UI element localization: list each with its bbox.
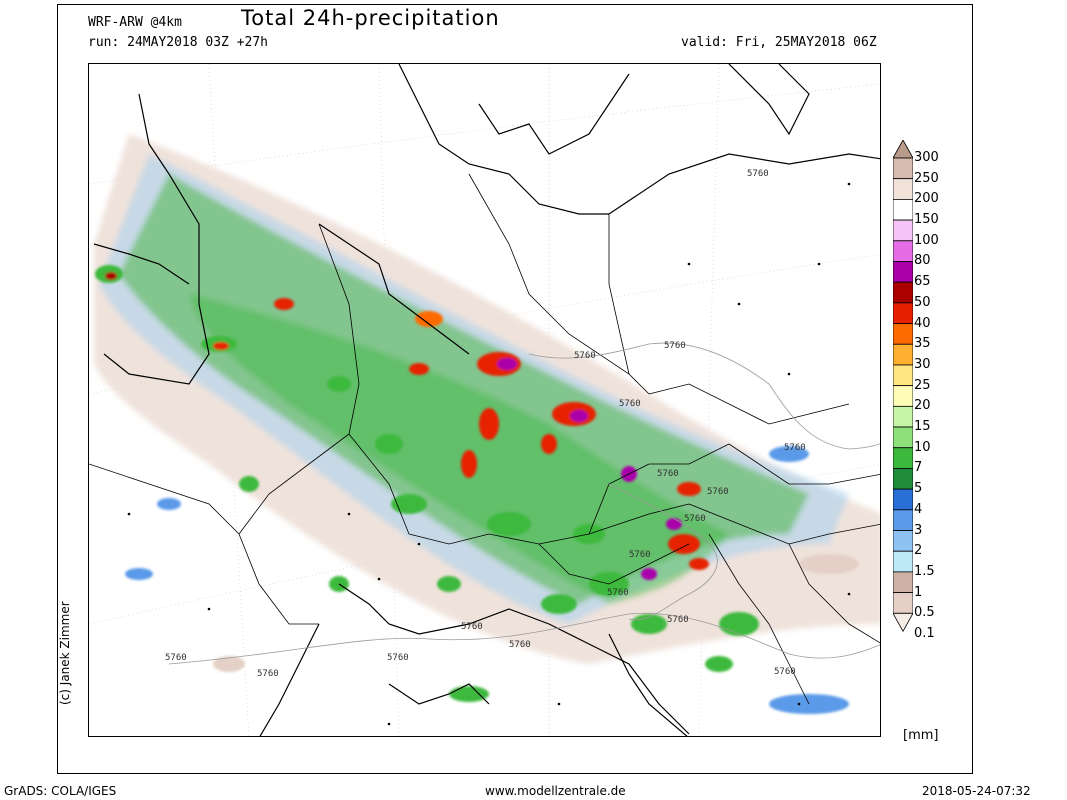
legend-swatch xyxy=(893,385,913,407)
contour-label: 5760 xyxy=(657,469,679,479)
footer-left: GrADS: COLA/IGES xyxy=(4,784,117,798)
contour-label: 5760 xyxy=(509,640,531,650)
legend-colorbar xyxy=(893,140,913,633)
legend-swatch xyxy=(893,302,913,324)
figure-frame xyxy=(57,4,973,774)
legend-bottom-arrow xyxy=(893,612,913,633)
legend-swatch xyxy=(893,364,913,387)
legend-swatch xyxy=(893,157,913,180)
legend-label: 3 xyxy=(914,522,923,538)
legend-label: 10 xyxy=(914,439,931,455)
precipitation-field xyxy=(94,134,880,664)
contour-label: 5760 xyxy=(257,669,279,679)
legend-label: 4 xyxy=(914,501,923,517)
legend-swatch xyxy=(893,488,913,511)
legend-swatch xyxy=(893,592,913,614)
legend-label: 35 xyxy=(914,336,931,352)
map-title: Total 24h-precipitation xyxy=(241,6,500,30)
legend-label: 1.5 xyxy=(914,563,935,579)
contour-label: 5760 xyxy=(619,399,641,409)
legend-swatch xyxy=(893,198,913,221)
contour-label: 5760 xyxy=(747,169,769,179)
legend-label: 25 xyxy=(914,377,931,393)
run-label: run: 24MAY2018 03Z +27h xyxy=(88,35,269,50)
legend-label: 65 xyxy=(914,274,931,290)
legend-swatch xyxy=(893,178,913,200)
contour-label: 5760 xyxy=(165,653,187,663)
coastlines xyxy=(93,64,880,736)
legend-swatch xyxy=(893,571,913,594)
legend-label: 250 xyxy=(914,170,939,186)
legend-swatch xyxy=(893,447,913,469)
footer-right: 2018-05-24-07:32 xyxy=(922,784,1031,798)
geopotential-contour xyxy=(168,342,880,665)
copyright-credit: (c) Janek Zimmer xyxy=(58,601,72,705)
legend-swatch xyxy=(893,281,913,304)
contour-label: 5760 xyxy=(684,514,706,524)
precipitation-map: 5760 5760 5760 5760 5760 5760 5760 5760 … xyxy=(88,63,881,737)
contour-label: 5760 xyxy=(607,588,629,598)
convective-cells xyxy=(95,265,859,714)
model-label: WRF-ARW @4km xyxy=(88,15,182,30)
city-markers xyxy=(127,182,851,726)
valid-label: valid: Fri, 25MAY2018 06Z xyxy=(681,35,877,50)
contour-label: 5760 xyxy=(784,443,806,453)
legend-label: 15 xyxy=(914,419,931,435)
legend-swatch xyxy=(893,323,913,345)
contour-label: 5760 xyxy=(387,653,409,663)
contour-label: 5760 xyxy=(667,615,689,625)
legend-swatch xyxy=(893,219,913,242)
contour-labels: 5760 5760 5760 5760 5760 5760 5760 5760 … xyxy=(165,169,806,679)
legend-swatch xyxy=(893,261,913,283)
footer-center: www.modellzentrale.de xyxy=(485,784,626,798)
legend-swatch xyxy=(893,343,913,366)
legend-swatch xyxy=(893,509,913,531)
contour-label: 5760 xyxy=(707,487,729,497)
legend-label: 300 xyxy=(914,150,939,165)
legend-swatch xyxy=(893,405,913,428)
contour-label: 5760 xyxy=(774,667,796,677)
legend-label: 2 xyxy=(914,543,923,559)
legend-swatch xyxy=(893,426,913,449)
legend-swatch xyxy=(893,240,913,262)
legend-swatch xyxy=(893,550,913,573)
contour-label: 5760 xyxy=(629,550,651,560)
legend-label: 5 xyxy=(914,481,923,497)
legend-label: 100 xyxy=(914,232,939,248)
legend-swatch xyxy=(893,530,913,552)
contour-label: 5760 xyxy=(461,622,483,632)
legend-swatch xyxy=(893,468,913,490)
legend-label: 20 xyxy=(914,398,931,414)
legend-label: 150 xyxy=(914,212,939,228)
legend-label: 40 xyxy=(914,315,931,331)
legend-label: 30 xyxy=(914,356,931,372)
legend-label: 0.5 xyxy=(914,605,935,621)
legend-label: 7 xyxy=(914,460,923,476)
contour-label: 5760 xyxy=(574,351,596,361)
legend-label: 50 xyxy=(914,294,931,310)
legend-label: 80 xyxy=(914,253,931,269)
legend-label: 0.1 xyxy=(914,626,935,641)
legend-label: 1 xyxy=(914,584,923,600)
legend-unit: [mm] xyxy=(903,728,939,743)
country-borders xyxy=(89,173,880,705)
legend-top-arrow xyxy=(893,140,913,159)
map-svg: 5760 5760 5760 5760 5760 5760 5760 5760 … xyxy=(89,64,880,736)
contour-label: 5760 xyxy=(664,341,686,351)
legend-label: 200 xyxy=(914,191,939,207)
